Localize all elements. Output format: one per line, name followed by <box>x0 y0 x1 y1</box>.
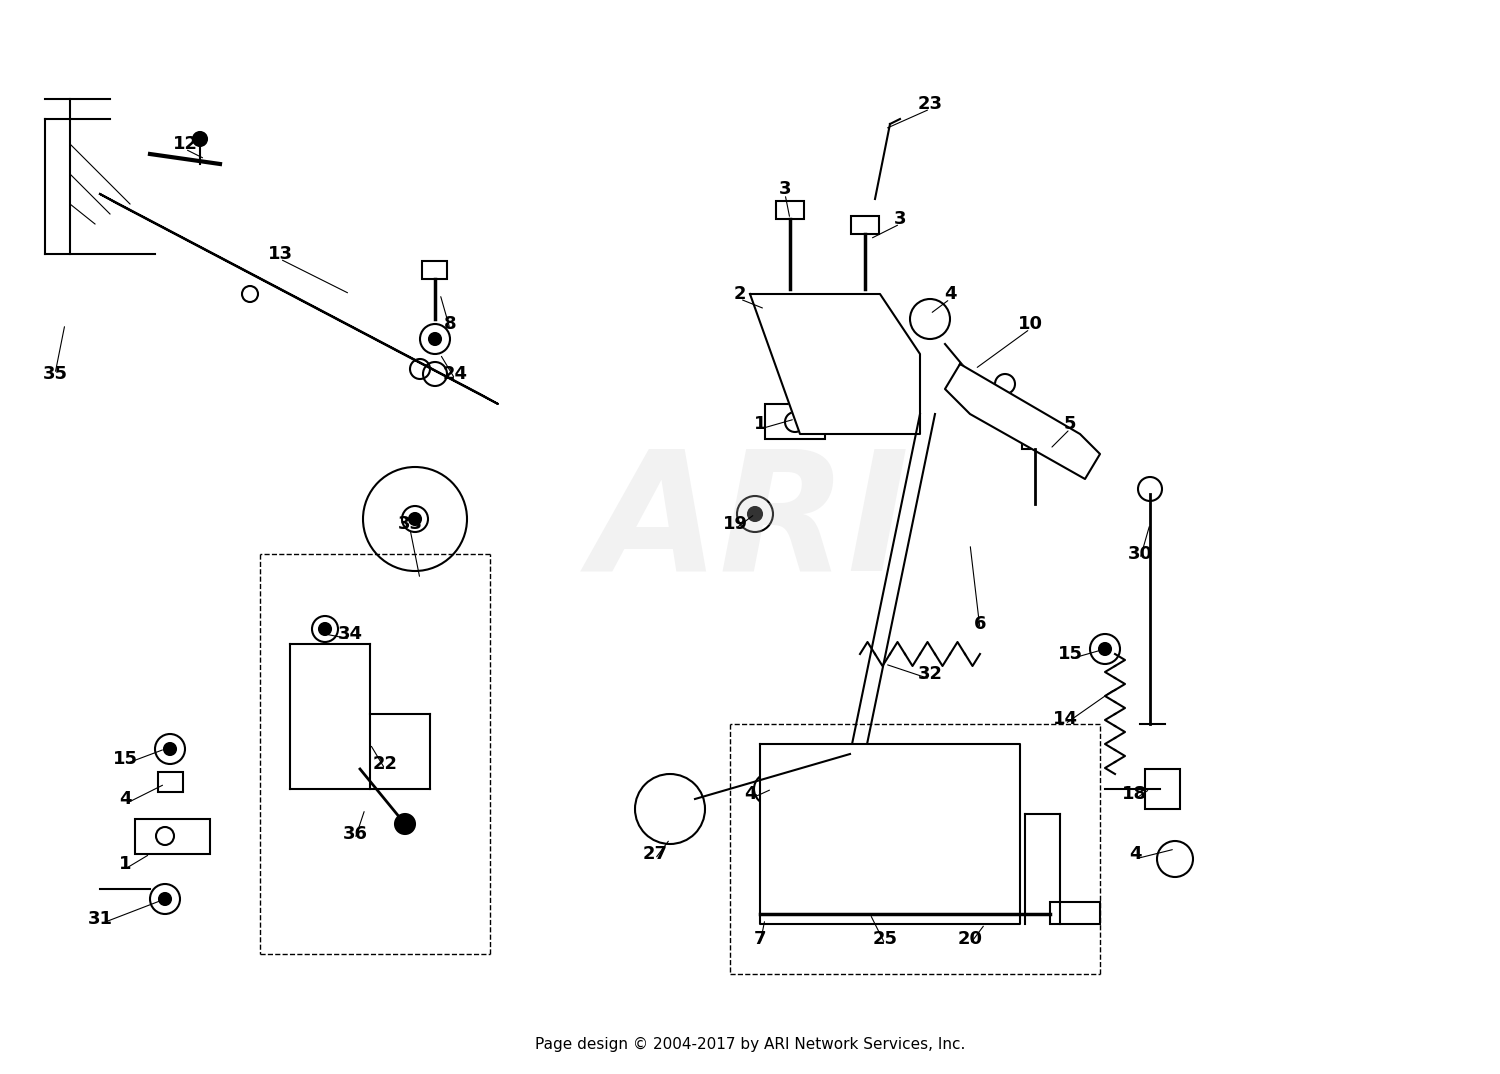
Bar <box>776 201 804 219</box>
Text: 20: 20 <box>957 930 982 948</box>
Text: 3: 3 <box>894 211 906 228</box>
Text: 15: 15 <box>112 750 138 768</box>
Text: 22: 22 <box>372 755 398 773</box>
Text: 33: 33 <box>398 516 423 533</box>
Text: 24: 24 <box>442 365 468 383</box>
Bar <box>158 772 183 792</box>
Text: 4: 4 <box>744 785 756 803</box>
Circle shape <box>320 623 332 635</box>
Circle shape <box>159 892 171 905</box>
Bar <box>1022 433 1047 449</box>
Text: 13: 13 <box>267 245 292 263</box>
Circle shape <box>410 513 422 525</box>
Bar <box>850 216 879 234</box>
Text: 25: 25 <box>873 930 897 948</box>
Text: 4: 4 <box>118 790 132 808</box>
Text: 23: 23 <box>918 95 942 113</box>
Circle shape <box>1100 643 1112 655</box>
Bar <box>1144 769 1180 809</box>
Text: 36: 36 <box>342 825 368 843</box>
Text: 8: 8 <box>444 315 456 333</box>
Circle shape <box>748 507 762 521</box>
Text: ARI: ARI <box>591 442 909 606</box>
Text: 3: 3 <box>778 180 792 198</box>
Text: 12: 12 <box>172 135 198 153</box>
Text: 18: 18 <box>1122 785 1148 803</box>
Text: 10: 10 <box>1017 315 1042 333</box>
Text: 15: 15 <box>1058 645 1083 663</box>
Text: 1: 1 <box>753 415 766 433</box>
Circle shape <box>429 333 441 345</box>
Circle shape <box>634 774 705 844</box>
Polygon shape <box>945 364 1100 479</box>
Circle shape <box>394 814 416 834</box>
Polygon shape <box>750 294 920 434</box>
Polygon shape <box>760 744 1020 924</box>
Text: 4: 4 <box>1128 845 1142 863</box>
Circle shape <box>194 132 207 146</box>
Text: 35: 35 <box>42 365 68 383</box>
Circle shape <box>164 743 176 755</box>
Text: 32: 32 <box>918 665 942 683</box>
Text: 2: 2 <box>734 285 747 303</box>
Bar <box>422 261 447 279</box>
Text: 14: 14 <box>1053 710 1077 728</box>
Text: Page design © 2004-2017 by ARI Network Services, Inc.: Page design © 2004-2017 by ARI Network S… <box>536 1036 964 1051</box>
Text: 27: 27 <box>642 845 668 863</box>
Text: 7: 7 <box>753 930 766 948</box>
Text: 30: 30 <box>1128 545 1152 563</box>
Text: 6: 6 <box>974 615 987 633</box>
Text: 31: 31 <box>87 910 112 928</box>
Bar <box>1050 902 1100 924</box>
Circle shape <box>764 782 777 796</box>
Text: 4: 4 <box>944 285 957 303</box>
Text: 34: 34 <box>338 625 363 643</box>
Text: 5: 5 <box>1064 415 1077 433</box>
Text: 19: 19 <box>723 516 747 533</box>
Polygon shape <box>100 194 498 404</box>
Text: 1: 1 <box>118 855 132 873</box>
